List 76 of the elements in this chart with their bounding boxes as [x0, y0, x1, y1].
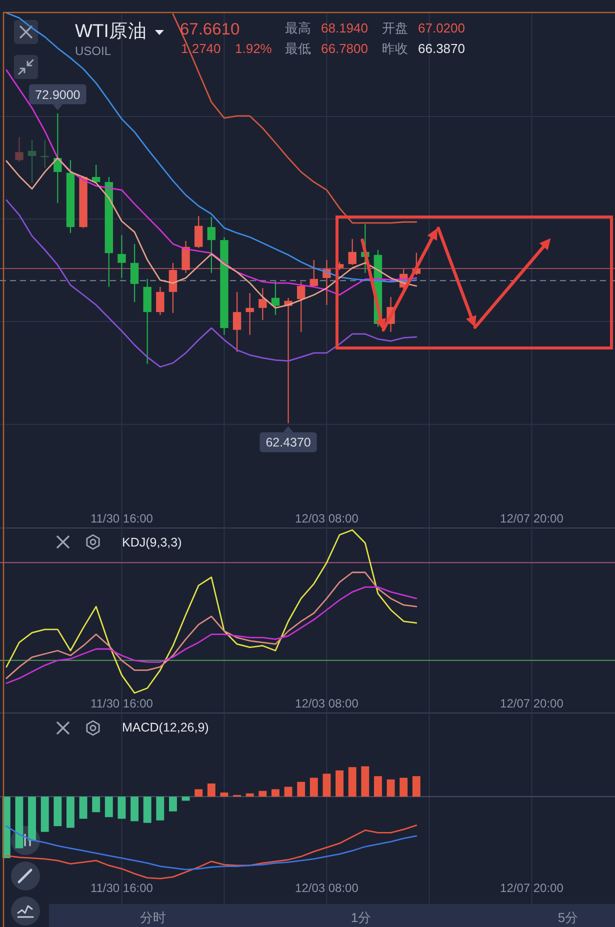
chart-title: KDJ(9,3,3): [122, 536, 182, 550]
bar: [66, 796, 74, 828]
annotation: 67.0200: [418, 20, 465, 36]
text: 5分: [558, 910, 578, 925]
candlestick: [207, 216, 216, 274]
bar: [374, 776, 382, 797]
bar: [272, 789, 280, 797]
bar: [194, 789, 203, 797]
x-tick-label: 11/30 16:00: [90, 696, 154, 710]
bar: [412, 776, 420, 797]
bar: [386, 779, 395, 797]
bar: [169, 796, 177, 812]
candlestick: [156, 286, 164, 316]
annotation: 1.92%: [235, 41, 272, 56]
candlestick: [296, 281, 306, 332]
annotation: 67.6610: [180, 20, 240, 38]
bar: [143, 796, 152, 823]
candlestick: [348, 238, 356, 266]
bar: [156, 796, 164, 820]
candlestick: [15, 136, 24, 162]
annotation: 72.9000: [35, 88, 80, 102]
annotation: 最低: [285, 41, 311, 56]
chart-title: MACD(12,26,9): [122, 720, 209, 734]
annotation: 开盘: [382, 20, 408, 36]
bar: [92, 796, 100, 812]
text: WTI原油: [75, 20, 147, 41]
bar: [40, 796, 49, 832]
text: USOIL: [75, 44, 112, 58]
x-tick-label: 12/03 08:00: [295, 881, 359, 895]
candlestick: [182, 240, 190, 274]
bar: [322, 774, 331, 797]
bar: [310, 778, 318, 797]
bar: [54, 796, 62, 826]
bar: [258, 790, 267, 797]
bar: [400, 778, 408, 797]
x-tick-label: 11/30 16:00: [90, 881, 154, 895]
candlestick: [118, 234, 126, 279]
candlestick: [130, 243, 139, 303]
bar: [182, 796, 190, 801]
candlestick: [310, 259, 318, 288]
annotation: 66.3870: [418, 41, 465, 56]
annotation: 66.7800: [321, 41, 368, 56]
bar: [348, 767, 356, 797]
candlestick: [28, 139, 36, 184]
candlestick: [246, 292, 254, 336]
text: 1分: [350, 910, 372, 925]
candlestick: [92, 164, 100, 184]
x-tick-label: 12/07 20:00: [500, 696, 564, 710]
bar: [104, 796, 113, 818]
candlestick: [168, 262, 178, 314]
bar: [336, 770, 344, 797]
bar: [207, 784, 216, 797]
candlestick: [232, 291, 242, 353]
annotation: 最高: [285, 20, 311, 36]
text: 分时: [140, 910, 166, 925]
bar: [246, 793, 254, 797]
x-tick-label: 12/07 20:00: [500, 512, 564, 526]
x-tick-label: 12/03 08:00: [295, 696, 359, 710]
annotation: 昨收: [382, 41, 408, 56]
bar: [79, 796, 88, 819]
annotation: 68.1940: [321, 20, 368, 36]
candlestick: [258, 288, 267, 321]
x-tick-label: 11/30 16:00: [90, 512, 154, 526]
x-tick-label: 12/03 08:00: [295, 512, 359, 526]
annotation: 62.4370: [266, 436, 311, 450]
x-tick-label: 12/07 20:00: [500, 881, 564, 895]
bar: [118, 796, 126, 819]
bar: [284, 786, 292, 797]
bar: [220, 792, 228, 797]
bar: [297, 782, 306, 797]
bar: [130, 796, 138, 822]
bar: [361, 766, 370, 797]
candlestick: [271, 280, 280, 316]
candlestick: [194, 216, 203, 249]
bar: [15, 796, 24, 848]
bar: [28, 796, 36, 841]
